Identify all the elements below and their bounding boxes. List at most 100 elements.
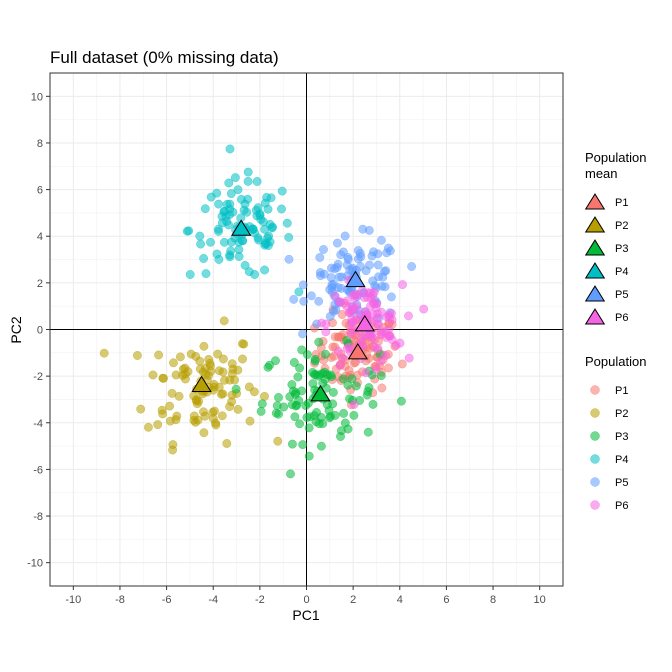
- point-p3: [310, 356, 320, 366]
- point-p4: [214, 199, 224, 209]
- legend-triangle-p3: [584, 239, 606, 256]
- point-p5: [336, 283, 346, 293]
- mean-marker-p3: [310, 384, 331, 402]
- point-p6: [395, 338, 405, 348]
- point-p6: [404, 353, 414, 363]
- x-tick-label: 4: [397, 594, 403, 606]
- point-p6: [370, 335, 379, 345]
- point-p6: [346, 318, 356, 328]
- point-p4: [236, 194, 246, 204]
- point-p3: [287, 439, 297, 449]
- legend-label-p5: P5: [615, 477, 628, 489]
- point-p2: [136, 404, 146, 414]
- point-p2: [233, 404, 243, 414]
- point-p2: [165, 416, 175, 426]
- point-p6: [419, 304, 429, 314]
- point-p3: [292, 400, 302, 410]
- point-p5: [289, 294, 299, 304]
- point-p4: [277, 186, 287, 196]
- point-p5: [342, 260, 352, 270]
- point-p3: [286, 469, 295, 479]
- point-p3: [256, 406, 266, 416]
- point-p2: [222, 439, 232, 448]
- point-p2: [165, 401, 175, 411]
- point-p2: [148, 370, 158, 380]
- y-tick-label: 8: [37, 138, 43, 150]
- point-p4: [253, 233, 263, 243]
- y-tick-label: 2: [37, 278, 43, 290]
- point-p3: [363, 427, 373, 437]
- point-p3: [347, 374, 357, 384]
- point-p3: [396, 396, 406, 406]
- point-p2: [167, 388, 177, 398]
- point-p4: [200, 204, 210, 214]
- point-p4: [266, 193, 276, 203]
- x-tick-label: 0: [303, 594, 309, 606]
- point-p4: [225, 144, 235, 154]
- point-p2: [237, 339, 247, 349]
- point-p6: [387, 315, 397, 325]
- point-p3: [295, 419, 305, 429]
- point-p5: [386, 292, 396, 302]
- legend-triangle-p6: [584, 308, 606, 325]
- point-p2: [238, 354, 247, 364]
- point-p4: [263, 241, 273, 250]
- mean-marker-p2: [191, 375, 212, 393]
- point-p2: [209, 382, 219, 392]
- point-p4: [199, 254, 209, 263]
- point-p4: [206, 237, 215, 247]
- point-p6: [338, 353, 348, 363]
- point-p6: [366, 301, 375, 311]
- point-p3: [349, 410, 359, 420]
- point-p3: [336, 432, 345, 441]
- legend-circle-p1: [590, 385, 600, 395]
- point-p2: [260, 391, 269, 401]
- point-p3: [314, 337, 324, 347]
- point-p6: [368, 309, 378, 319]
- point-p3: [271, 356, 280, 366]
- point-p6: [349, 400, 359, 409]
- point-p4: [185, 270, 195, 279]
- y-axis-ticks: -10 -8 -6 -4 -2 0 2 4 6 8 10: [27, 91, 50, 570]
- point-p4: [224, 178, 234, 188]
- point-p1: [333, 332, 343, 342]
- mean-marker-p6: [354, 314, 375, 332]
- point-p2: [216, 389, 226, 399]
- point-p4: [294, 287, 304, 297]
- point-p3: [320, 367, 330, 377]
- point-p6: [387, 335, 397, 345]
- point-p6: [330, 291, 340, 301]
- point-p3: [304, 423, 314, 433]
- x-axis-ticks: -10 -8 -6 -4 -2 0 2 4 6 8 10: [65, 586, 546, 606]
- point-p4: [220, 206, 229, 216]
- point-p2: [154, 350, 164, 360]
- point-p3: [289, 358, 299, 367]
- point-p4: [260, 265, 270, 275]
- point-p2: [199, 407, 208, 417]
- point-p4: [252, 177, 262, 186]
- point-p5: [298, 329, 308, 339]
- point-p6: [361, 368, 371, 378]
- legend-label-p5: P5: [615, 289, 628, 301]
- legend-circle-p2: [590, 408, 600, 418]
- point-p4: [230, 173, 240, 183]
- point-p4: [226, 189, 236, 199]
- point-p6: [380, 327, 390, 337]
- point-p3: [338, 374, 348, 384]
- legend-triangle-p1: [584, 193, 606, 210]
- legend-circle-p5: [590, 477, 600, 487]
- point-p2: [180, 363, 190, 373]
- point-p3: [308, 367, 318, 377]
- point-p5: [325, 285, 335, 294]
- point-p5: [330, 264, 340, 274]
- point-p5: [299, 296, 309, 306]
- y-tick-label: -8: [33, 511, 43, 523]
- point-p2: [199, 341, 209, 351]
- point-p3: [325, 413, 334, 423]
- point-p4: [243, 176, 253, 186]
- legend-label-p6: P6: [615, 500, 628, 512]
- point-p5: [298, 280, 308, 290]
- point-p5: [368, 276, 378, 286]
- y-tick-label: 6: [37, 185, 43, 197]
